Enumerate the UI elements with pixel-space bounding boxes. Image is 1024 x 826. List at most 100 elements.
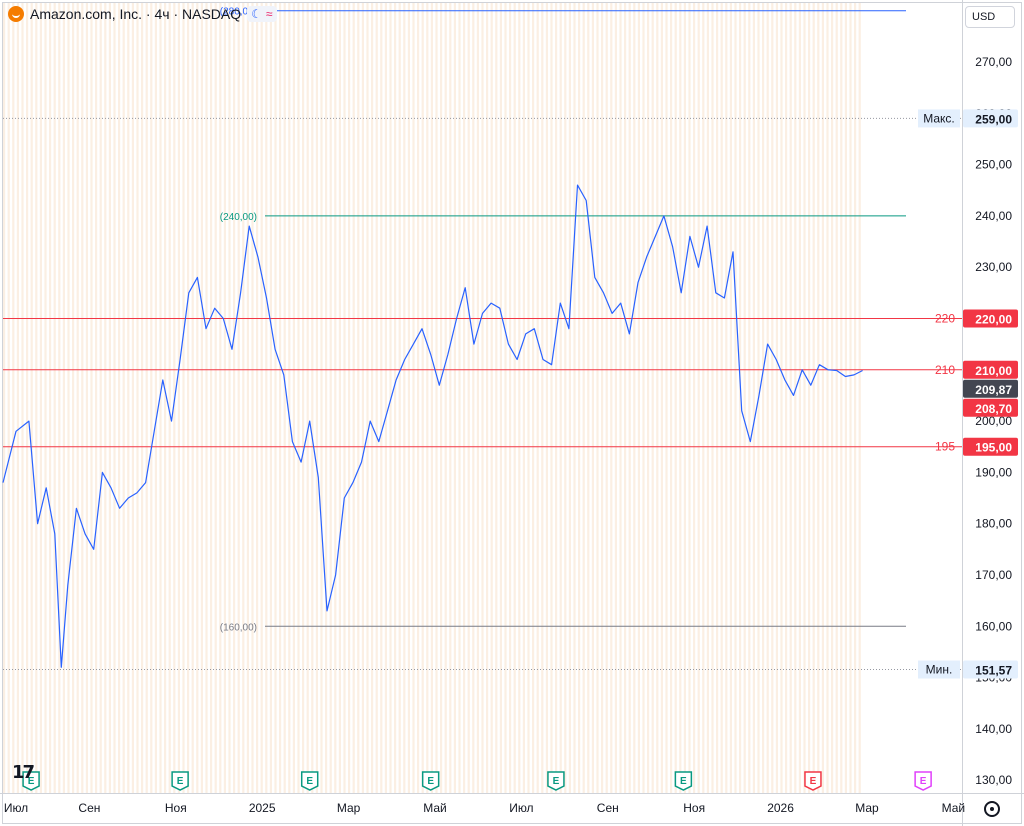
max-label: Макс. — [923, 111, 955, 125]
session-band — [407, 3, 410, 793]
min-price-tag-box — [963, 660, 1018, 679]
session-band — [233, 3, 236, 793]
x-tick-label: Сен — [78, 801, 100, 815]
session-band — [223, 3, 226, 793]
session-band — [683, 3, 686, 793]
session-band — [371, 3, 374, 793]
session-band — [568, 3, 571, 793]
session-band — [458, 3, 461, 793]
last-price-tag: 209,87 — [975, 383, 1012, 397]
session-band — [656, 3, 659, 793]
session-band — [706, 3, 709, 793]
session-band — [334, 3, 337, 793]
earnings-event-label: E — [28, 776, 35, 787]
session-band — [780, 3, 783, 793]
session-band — [476, 3, 479, 793]
session-band — [605, 3, 608, 793]
session-band — [647, 3, 650, 793]
level-price-tag: 210,00 — [975, 364, 1012, 378]
earnings-event-icon[interactable] — [421, 771, 440, 791]
session-band — [831, 3, 834, 793]
level-price-tag: 195,00 — [975, 441, 1012, 455]
level-price-tag: 220,00 — [975, 312, 1012, 326]
session-band — [660, 3, 663, 793]
session-band — [237, 3, 240, 793]
session-band — [467, 3, 470, 793]
session-band — [398, 3, 401, 793]
session-band — [559, 3, 562, 793]
time-axis[interactable]: Июл Сен Ноя 2025 Мар Май Июл Сен Ноя 2026 Мар Май — [4, 801, 965, 815]
earnings-event-icon[interactable] — [547, 771, 565, 791]
earnings-event-icon[interactable] — [171, 771, 189, 791]
session-band — [200, 3, 203, 793]
session-band — [812, 3, 815, 793]
session-band — [26, 3, 29, 793]
session-band — [205, 3, 208, 793]
session-band — [835, 3, 838, 793]
x-tick-label: 2025 — [249, 801, 276, 815]
session-band — [481, 3, 484, 793]
session-band — [90, 3, 93, 793]
symbol-legend[interactable]: Amazon.com, Inc. · 4ч · NASDAQ ☾ ≈ — [8, 6, 277, 22]
y-tick-label: 240,00 — [975, 209, 1012, 223]
session-band — [3, 3, 6, 793]
session-band — [775, 3, 778, 793]
earnings-event-label: E — [177, 776, 184, 787]
session-bands — [3, 3, 861, 793]
session-band — [518, 3, 521, 793]
earnings-event-label: E — [810, 776, 817, 787]
session-band — [573, 3, 576, 793]
session-band — [486, 3, 489, 793]
session-band — [67, 3, 70, 793]
session-band — [771, 3, 774, 793]
x-tick-label: Ноя — [683, 801, 705, 815]
earnings-event-icon[interactable] — [300, 771, 319, 791]
session-band — [81, 3, 84, 793]
x-tick-label: Июл — [509, 801, 533, 815]
earnings-event-icon[interactable] — [804, 771, 822, 791]
session-band — [752, 3, 755, 793]
symbol-title[interactable]: Amazon.com, Inc. · 4ч · NASDAQ — [30, 6, 242, 22]
session-band — [302, 3, 305, 793]
level-price-tag-box — [963, 360, 1018, 379]
session-band — [665, 3, 668, 793]
status-badge[interactable]: ☾ ≈ — [247, 6, 277, 22]
session-band — [136, 3, 139, 793]
session-band — [394, 3, 397, 793]
y-tick-label: 230,00 — [975, 260, 1012, 274]
session-band — [453, 3, 456, 793]
earnings-event-label: E — [553, 776, 560, 787]
session-band — [601, 3, 604, 793]
session-band — [522, 3, 525, 793]
horizontal-line-label: (240,00) — [220, 212, 257, 223]
session-band — [591, 3, 594, 793]
session-band — [550, 3, 553, 793]
price-line — [2, 184, 863, 668]
approx-icon: ≈ — [265, 7, 273, 21]
y-tick-label: 200,00 — [975, 414, 1012, 428]
session-band — [39, 3, 42, 793]
currency-button[interactable]: USD — [965, 6, 1015, 28]
session-band — [633, 3, 636, 793]
session-band — [449, 3, 452, 793]
settings-gear-icon[interactable] — [984, 801, 1000, 817]
min-label-box — [918, 660, 960, 679]
session-band — [274, 3, 277, 793]
tradingview-logo-icon[interactable]: 17 — [12, 762, 35, 783]
session-band — [711, 3, 714, 793]
session-band — [509, 3, 512, 793]
session-band — [532, 3, 535, 793]
session-band — [702, 3, 705, 793]
session-band — [426, 3, 429, 793]
earnings-event-icon[interactable] — [914, 771, 932, 791]
session-band — [182, 3, 185, 793]
earnings-event-icon[interactable] — [22, 771, 40, 791]
session-band — [743, 3, 746, 793]
earnings-event-icon[interactable] — [674, 771, 693, 791]
session-band — [430, 3, 433, 793]
session-band — [854, 3, 857, 793]
earnings-event-label: E — [306, 776, 313, 787]
price-series — [2, 184, 863, 668]
